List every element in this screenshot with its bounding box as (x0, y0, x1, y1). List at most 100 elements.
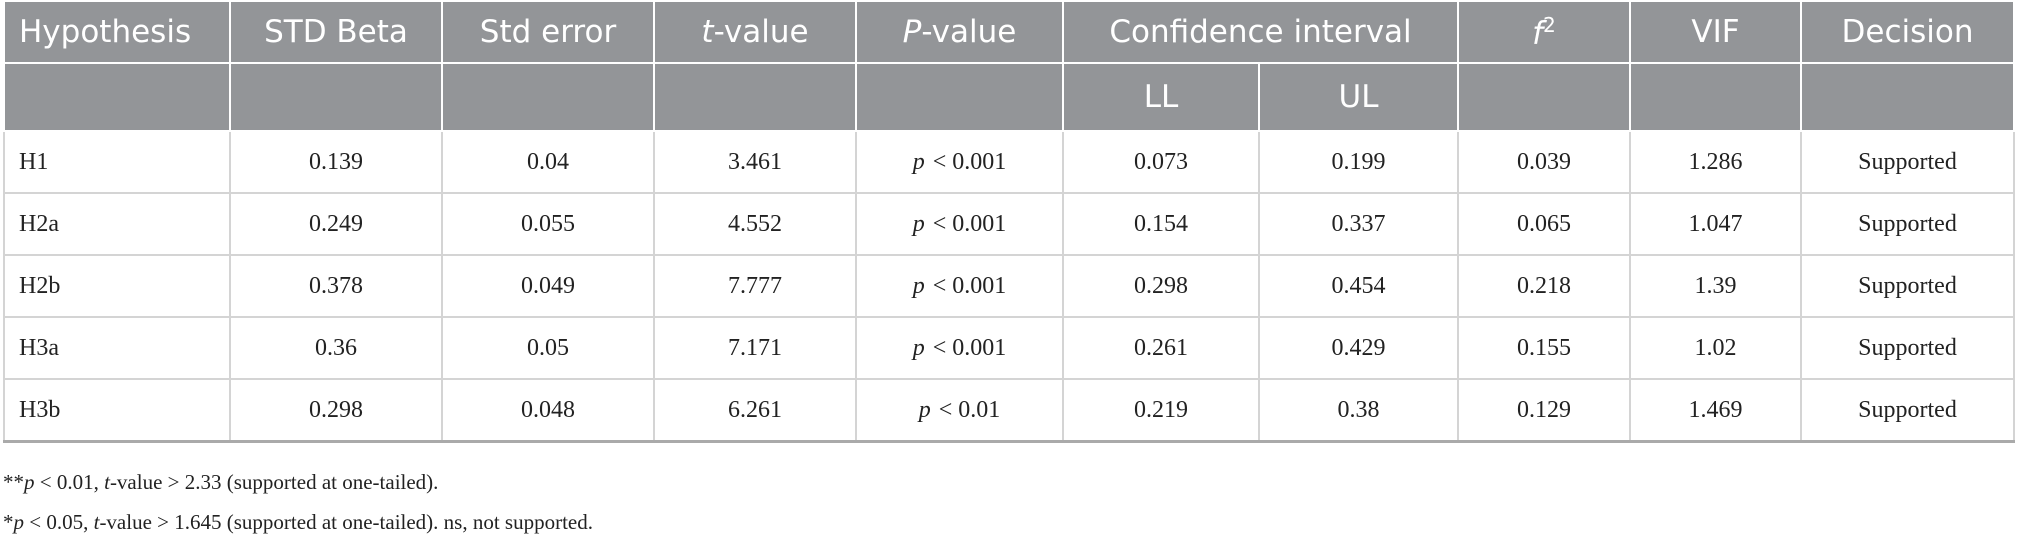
text-segment: < 0.001 (932, 272, 1007, 299)
table-cell: 0.065 (1457, 192, 1631, 256)
cell-text: 0.298 (309, 396, 363, 423)
text-segment: * (3, 510, 14, 534)
cell-text: 1.39 (1694, 272, 1737, 299)
table-body: H1 0.139 0.04 3.461 p < 0.001 0.073 0.199 0.039 1… (3, 130, 2015, 443)
cell-text: 1.047 (1688, 210, 1743, 237)
subheader-cell (441, 62, 655, 132)
table-cell: 0.04 (441, 130, 655, 194)
text-segment: t (104, 470, 110, 494)
cell-text: 0.073 (1134, 148, 1188, 175)
cell-text: 0.337 (1331, 210, 1386, 237)
cell-text: LL (1143, 79, 1179, 115)
table-cell: 0.38 (1258, 378, 1459, 443)
table-cell: 0.298 (229, 378, 443, 443)
header-cell: Std error (441, 0, 655, 64)
text-segment: -value > 2.33 (supported at one-tailed). (109, 470, 439, 494)
cell-text: 1.469 (1688, 396, 1743, 423)
table-cell: 4.552 (653, 192, 857, 256)
table-cell: 0.05 (441, 316, 655, 380)
table-cell: 3.461 (653, 130, 857, 194)
table-row: H3b 0.298 0.048 6.261 p < 0.01 0.219 0.38 0.129 1… (3, 378, 2015, 443)
table-row: H2b 0.378 0.049 7.777 p < 0.001 0.298 0.454 0.21… (3, 254, 2015, 318)
subheader-cell (3, 62, 231, 132)
footnote: **p < 0.01, t-value > 2.33 (supported at… (3, 462, 593, 502)
cell-text: 0.154 (1134, 210, 1188, 237)
text-segment: < 0.01, (34, 470, 105, 494)
table-cell: H3a (3, 316, 231, 380)
cell-text: H1 (19, 148, 49, 175)
cell-text: 0.261 (1134, 334, 1188, 361)
table-row: H1 0.139 0.04 3.461 p < 0.001 0.073 0.199 0.039 1… (3, 130, 2015, 194)
header-cell: t-value (653, 0, 857, 64)
text-segment: p (912, 272, 925, 299)
cell-text: 0.378 (309, 272, 363, 299)
footnotes: ** p < 0.01, t-value > 2.33 (supported at… (3, 462, 593, 542)
text-segment: Decision (1841, 14, 1974, 50)
table-cell: H2b (3, 254, 231, 318)
table-cell: H1 (3, 130, 231, 194)
text-segment: -value (713, 14, 809, 50)
cell-text: 0.429 (1331, 334, 1386, 361)
table-cell: Supported (1800, 130, 2015, 194)
table-cell: 0.154 (1062, 192, 1260, 256)
text-segment: p (912, 210, 925, 237)
table-cell: 6.261 (653, 378, 857, 443)
cell-text: 0.129 (1517, 396, 1571, 423)
text-segment: f (1532, 15, 1544, 52)
cell-text: 0.155 (1517, 334, 1571, 361)
text-segment: p (912, 334, 925, 361)
header-cell: Decision (1800, 0, 2015, 64)
cell-text: 0.048 (521, 396, 575, 423)
text-segment: < 0.001 (932, 148, 1007, 175)
header-cell: Hypothesis (3, 0, 231, 64)
cell-text: 0.055 (521, 210, 575, 237)
table-cell: p < 0.001 (855, 316, 1064, 380)
table-cell: Supported (1800, 316, 2015, 380)
table-cell: 0.139 (229, 130, 443, 194)
table-head: Hypothesis STD Beta Std error t-value P-valu… (3, 0, 2015, 132)
cell-text: 1.286 (1688, 148, 1743, 175)
table-cell: 7.171 (653, 316, 857, 380)
table-cell: H2a (3, 192, 231, 256)
cell-text: 0.38 (1337, 396, 1380, 423)
cell-text: 0.199 (1331, 148, 1386, 175)
table-cell: p < 0.001 (855, 192, 1064, 256)
subheader-cell: UL (1258, 62, 1459, 132)
table-cell: 0.129 (1457, 378, 1631, 443)
cell-text: 0.049 (521, 272, 575, 299)
table-cell: 0.049 (441, 254, 655, 318)
text-segment: < 0.05, (24, 510, 94, 534)
text-segment: Std error (479, 14, 617, 50)
cell-text: 0.039 (1517, 148, 1571, 175)
cell-text: 0.298 (1134, 272, 1188, 299)
table-wrap: Hypothesis STD Beta Std error t-value P-valu… (3, 0, 2015, 443)
table-cell: Supported (1800, 192, 2015, 256)
table-cell: Supported (1800, 378, 2015, 443)
table-cell: 1.02 (1629, 316, 1802, 380)
cell-text: 0.05 (527, 334, 569, 361)
subheader-cell (1457, 62, 1631, 132)
text-segment: -value > 1.645 (supported at one-tailed)… (99, 510, 593, 534)
table-row: H3a 0.36 0.05 7.171 p < 0.001 0.261 0.429 0.155 1… (3, 316, 2015, 380)
table-cell: Supported (1800, 254, 2015, 318)
text-segment: p (13, 510, 25, 534)
cell-text: UL (1338, 79, 1379, 115)
text-segment: p (918, 396, 931, 423)
table-cell: 0.378 (229, 254, 443, 318)
table-cell: 0.039 (1457, 130, 1631, 194)
cell-text: 3.461 (728, 148, 782, 175)
table-cell: p < 0.001 (855, 130, 1064, 194)
cell-text: 0.065 (1517, 210, 1571, 237)
text-segment: Confidence interval (1109, 14, 1412, 50)
subheader-cell (1800, 62, 2015, 132)
table-cell: 0.219 (1062, 378, 1260, 443)
cell-text: 0.139 (309, 148, 363, 175)
table-cell: 0.249 (229, 192, 443, 256)
header-row: Hypothesis STD Beta Std error t-value P-valu… (3, 0, 2015, 64)
subheader-cell (1629, 62, 1802, 132)
cell-text: 6.261 (728, 396, 782, 423)
header-cell: VIF (1629, 0, 1802, 64)
cell-text: H2b (19, 272, 61, 299)
text-segment: ** (3, 470, 24, 494)
